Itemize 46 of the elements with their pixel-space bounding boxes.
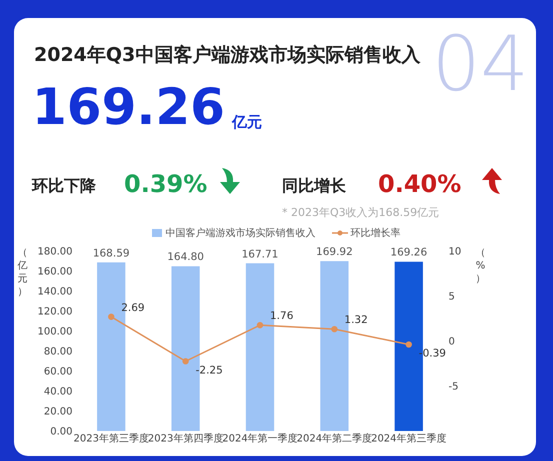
point: [108, 314, 114, 320]
y-tick-label: 120.00: [38, 306, 72, 318]
x-tick-label: 2023年第四季度: [148, 432, 224, 444]
y-tick-label: 20.00: [44, 406, 72, 418]
text: * 2023年Q3收入为168.59亿元: [282, 205, 440, 220]
data-label: 169.26: [390, 246, 428, 259]
data-label: 2.69: [121, 302, 145, 314]
y2-tick-label: 0: [448, 336, 455, 348]
text: 0.39%: [124, 170, 208, 198]
y-tick-label: 0.00: [50, 426, 72, 438]
x-tick-label: 2023年第三季度: [73, 432, 149, 444]
x-tick-label: 2024年第三季度: [371, 432, 447, 444]
text: 04: [432, 19, 529, 108]
x-tick-label: 2024年第二季度: [296, 432, 372, 444]
y-tick-label: 180.00: [38, 246, 72, 258]
point: [256, 322, 264, 328]
data-label: 169.92: [316, 246, 353, 258]
data-label: 1.32: [344, 314, 368, 326]
text: 环比下降: [32, 176, 96, 197]
data-label: 168.59: [92, 247, 130, 260]
x-tick-label: 2024年第一季度: [222, 432, 298, 444]
text: 0.40%: [378, 170, 462, 198]
point: [406, 341, 412, 348]
text: 亿元: [232, 113, 262, 132]
y-tick-label: 40.00: [44, 386, 72, 398]
data-label: 1.76: [270, 310, 294, 322]
point: [331, 326, 338, 332]
y2-tick-label: 10: [448, 246, 462, 258]
y2-axis-title: （%）: [476, 248, 486, 284]
y-tick-label: 60.00: [44, 366, 72, 378]
data-label: -2.25: [196, 364, 223, 376]
legend-label: 环比增长率: [350, 228, 401, 239]
point: [182, 358, 189, 364]
text: 同比增长: [282, 176, 346, 197]
y-axis-title: （亿元）: [16, 248, 28, 298]
data-label: 164.80: [167, 251, 204, 264]
y2-tick-label: -5: [448, 382, 458, 392]
y2-tick-label: 5: [448, 292, 455, 302]
y-tick-label: 140.00: [38, 286, 72, 298]
chart-title: 2024年Q3中国客户端游戏市场实际销售收入: [34, 43, 420, 68]
y-tick-label: 80.00: [44, 346, 72, 358]
y-tick-label: 160.00: [38, 266, 72, 278]
data-label: 167.71: [242, 248, 278, 260]
text: 169.26: [32, 78, 225, 136]
legend-label: 中国客户端游戏市场实际销售收入: [166, 228, 316, 239]
y-tick-label: 100.00: [38, 326, 72, 338]
